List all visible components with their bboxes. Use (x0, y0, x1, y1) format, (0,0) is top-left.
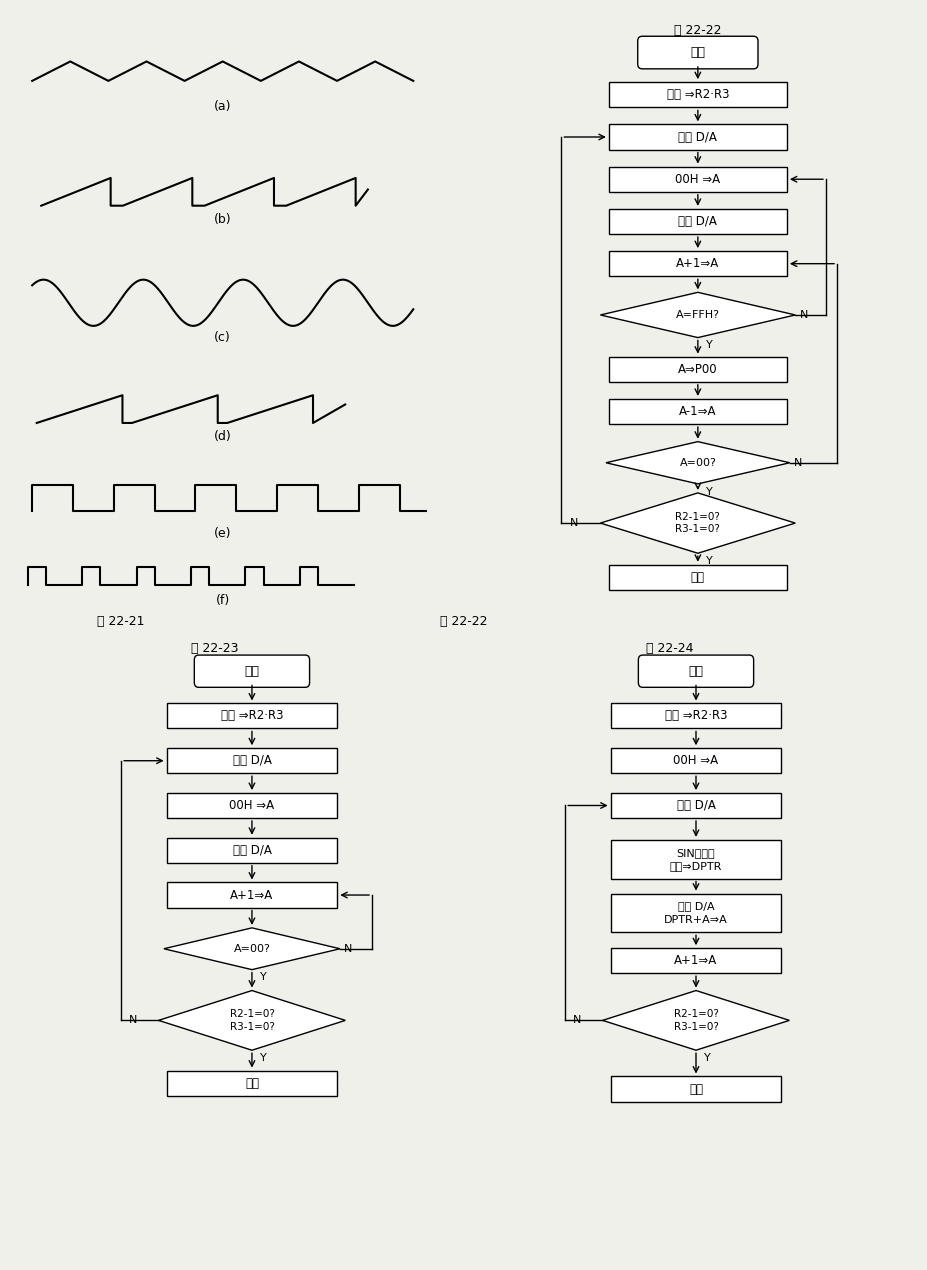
Polygon shape (602, 991, 789, 1050)
Bar (608, 83, 786, 108)
Text: (a): (a) (214, 100, 231, 113)
Text: 00H ⇒A: 00H ⇒A (229, 799, 274, 812)
Text: 图 22-22: 图 22-22 (439, 615, 488, 627)
Polygon shape (159, 991, 345, 1050)
Text: 00H ⇒A: 00H ⇒A (675, 173, 719, 185)
Bar (167, 883, 337, 908)
Text: (b): (b) (214, 213, 231, 226)
Text: 图 22-24: 图 22-24 (645, 643, 692, 655)
Text: Y: Y (705, 340, 712, 351)
Text: 返回: 返回 (690, 572, 705, 584)
Text: 图 22-23: 图 22-23 (191, 643, 238, 655)
Text: 开始: 开始 (688, 664, 703, 678)
Text: 图 22-22: 图 22-22 (673, 24, 721, 37)
Bar (608, 208, 786, 234)
Bar (608, 124, 786, 150)
Text: 启动 D/A
DPTR+A⇒A: 启动 D/A DPTR+A⇒A (664, 902, 727, 925)
Text: R2-1=0?
R3-1=0?: R2-1=0? R3-1=0? (229, 1010, 274, 1031)
Text: Y: Y (260, 1053, 266, 1063)
Bar (167, 792, 337, 818)
FancyBboxPatch shape (637, 37, 757, 69)
Bar (610, 792, 781, 818)
Bar (167, 704, 337, 729)
Text: 波数 ⇒R2·R3: 波数 ⇒R2·R3 (221, 710, 283, 723)
Text: N: N (573, 1016, 581, 1025)
Text: 图 22-21: 图 22-21 (96, 615, 145, 627)
Bar (608, 357, 786, 382)
Text: A⇒P00: A⇒P00 (678, 363, 717, 376)
Text: R2-1=0?
R3-1=0?: R2-1=0? R3-1=0? (675, 512, 719, 535)
Bar (167, 838, 337, 862)
Bar (608, 565, 786, 591)
Text: N: N (569, 518, 578, 528)
Bar (167, 748, 337, 773)
Text: 选通 D/A: 选通 D/A (676, 799, 715, 812)
Bar (610, 949, 781, 973)
Text: 开始: 开始 (244, 664, 260, 678)
Text: (c): (c) (214, 331, 231, 344)
Text: R2-1=0?
R3-1=0?: R2-1=0? R3-1=0? (673, 1010, 717, 1031)
Text: N: N (344, 944, 352, 954)
Bar (610, 894, 781, 932)
Text: 波数 ⇒R2·R3: 波数 ⇒R2·R3 (666, 89, 729, 102)
Bar (608, 166, 786, 192)
Text: 启动 D/A: 启动 D/A (233, 843, 271, 857)
Bar (610, 839, 781, 879)
Bar (610, 748, 781, 773)
Text: 选通 D/A: 选通 D/A (678, 131, 717, 144)
Text: 启动 D/A: 启动 D/A (678, 215, 717, 227)
Text: A+1⇒A: A+1⇒A (674, 954, 717, 968)
Text: Y: Y (260, 973, 266, 983)
Text: A=FFH?: A=FFH? (675, 310, 719, 320)
Text: A+1⇒A: A+1⇒A (676, 258, 718, 271)
Text: (d): (d) (213, 431, 232, 443)
Polygon shape (600, 493, 794, 554)
Text: A+1⇒A: A+1⇒A (230, 889, 273, 902)
Text: Y: Y (705, 486, 712, 497)
Text: 开始: 开始 (690, 46, 705, 58)
Polygon shape (164, 928, 339, 970)
Bar (610, 1077, 781, 1101)
Text: 波数 ⇒R2·R3: 波数 ⇒R2·R3 (664, 710, 727, 723)
FancyBboxPatch shape (194, 655, 310, 687)
Bar (608, 399, 786, 424)
Text: 返回: 返回 (245, 1077, 259, 1090)
Text: (e): (e) (214, 527, 231, 541)
Text: N: N (799, 310, 807, 320)
Bar (608, 251, 786, 277)
Bar (610, 704, 781, 729)
Text: SIN函数表
首址⇒DPTR: SIN函数表 首址⇒DPTR (669, 847, 721, 871)
Text: N: N (129, 1016, 137, 1025)
Polygon shape (605, 442, 789, 484)
Text: Y: Y (705, 556, 712, 566)
Text: A-1⇒A: A-1⇒A (679, 405, 716, 418)
Text: A=00?: A=00? (234, 944, 270, 954)
Polygon shape (600, 292, 794, 338)
Text: 选通 D/A: 选通 D/A (233, 754, 271, 767)
Text: A=00?: A=00? (679, 457, 716, 467)
Text: Y: Y (704, 1053, 710, 1063)
Bar (167, 1071, 337, 1096)
Text: (f): (f) (215, 594, 230, 607)
FancyBboxPatch shape (638, 655, 753, 687)
Text: N: N (794, 457, 802, 467)
Text: 返回: 返回 (688, 1082, 703, 1096)
Text: 00H ⇒A: 00H ⇒A (673, 754, 717, 767)
